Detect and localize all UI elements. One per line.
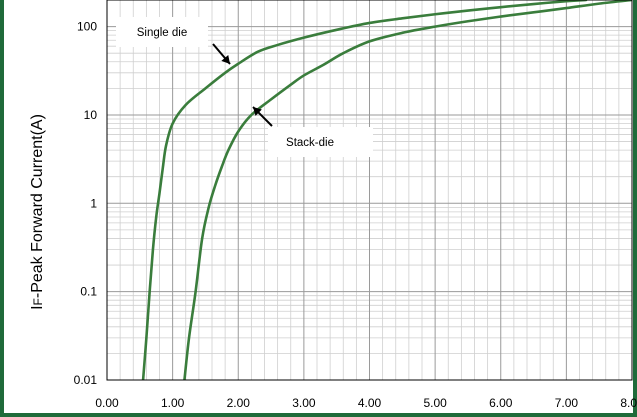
annotation-label: Single die: [137, 27, 188, 39]
annotation-label: Stack-die: [286, 137, 334, 149]
y-axis-label-main: I: [29, 305, 46, 309]
annotation-box: [116, 17, 208, 47]
annotation-single-die: Single die: [116, 17, 231, 65]
x-tick-label: 3.00: [292, 396, 316, 410]
series-layer: [141, 0, 632, 380]
series-line-stack-die: [183, 0, 632, 380]
annotation-layer: Single die Stack-die: [116, 17, 373, 157]
annotation-arrowhead: [253, 107, 262, 116]
annotation-stack-die: Stack-die: [252, 106, 373, 157]
forward-current-chart: Single die Stack-die 0.00 1.00 2.00 3.00 4.00…: [29, 0, 637, 410]
x-tick-label: 5.00: [423, 396, 447, 410]
x-tick-label: 7.00: [555, 396, 579, 410]
plot-border: [106, 0, 633, 381]
x-tick-label: 6.00: [489, 396, 513, 410]
y-axis-label-subscript: F: [31, 298, 45, 305]
y-tick-label: 0.1: [80, 285, 97, 299]
y-tick-label: 1: [90, 196, 97, 210]
x-tick-label: 4.00: [358, 396, 382, 410]
x-axis-ticks: 0.00 1.00 2.00 3.00 4.00 5.00 6.00 7.00 8.00: [95, 396, 637, 410]
x-tick-label: 2.00: [227, 396, 251, 410]
annotation-arrowhead: [221, 54, 230, 64]
x-tick-label: 0.00: [95, 396, 119, 410]
y-tick-label: 100: [77, 20, 97, 34]
y-axis-label: IF-Peak Forward Current(A): [29, 114, 46, 310]
x-tick-label: 8.00: [620, 396, 637, 410]
x-tick-label: 1.00: [161, 396, 185, 410]
y-axis-label-rest: -Peak Forward Current(A): [29, 114, 46, 298]
annotation-box: [268, 127, 373, 157]
y-axis-ticks: 0.01 0.1 1 10 100: [74, 20, 98, 387]
y-tick-label: 10: [84, 108, 98, 122]
y-tick-label: 0.01: [74, 373, 98, 387]
series-line-single-die: [141, 0, 588, 380]
